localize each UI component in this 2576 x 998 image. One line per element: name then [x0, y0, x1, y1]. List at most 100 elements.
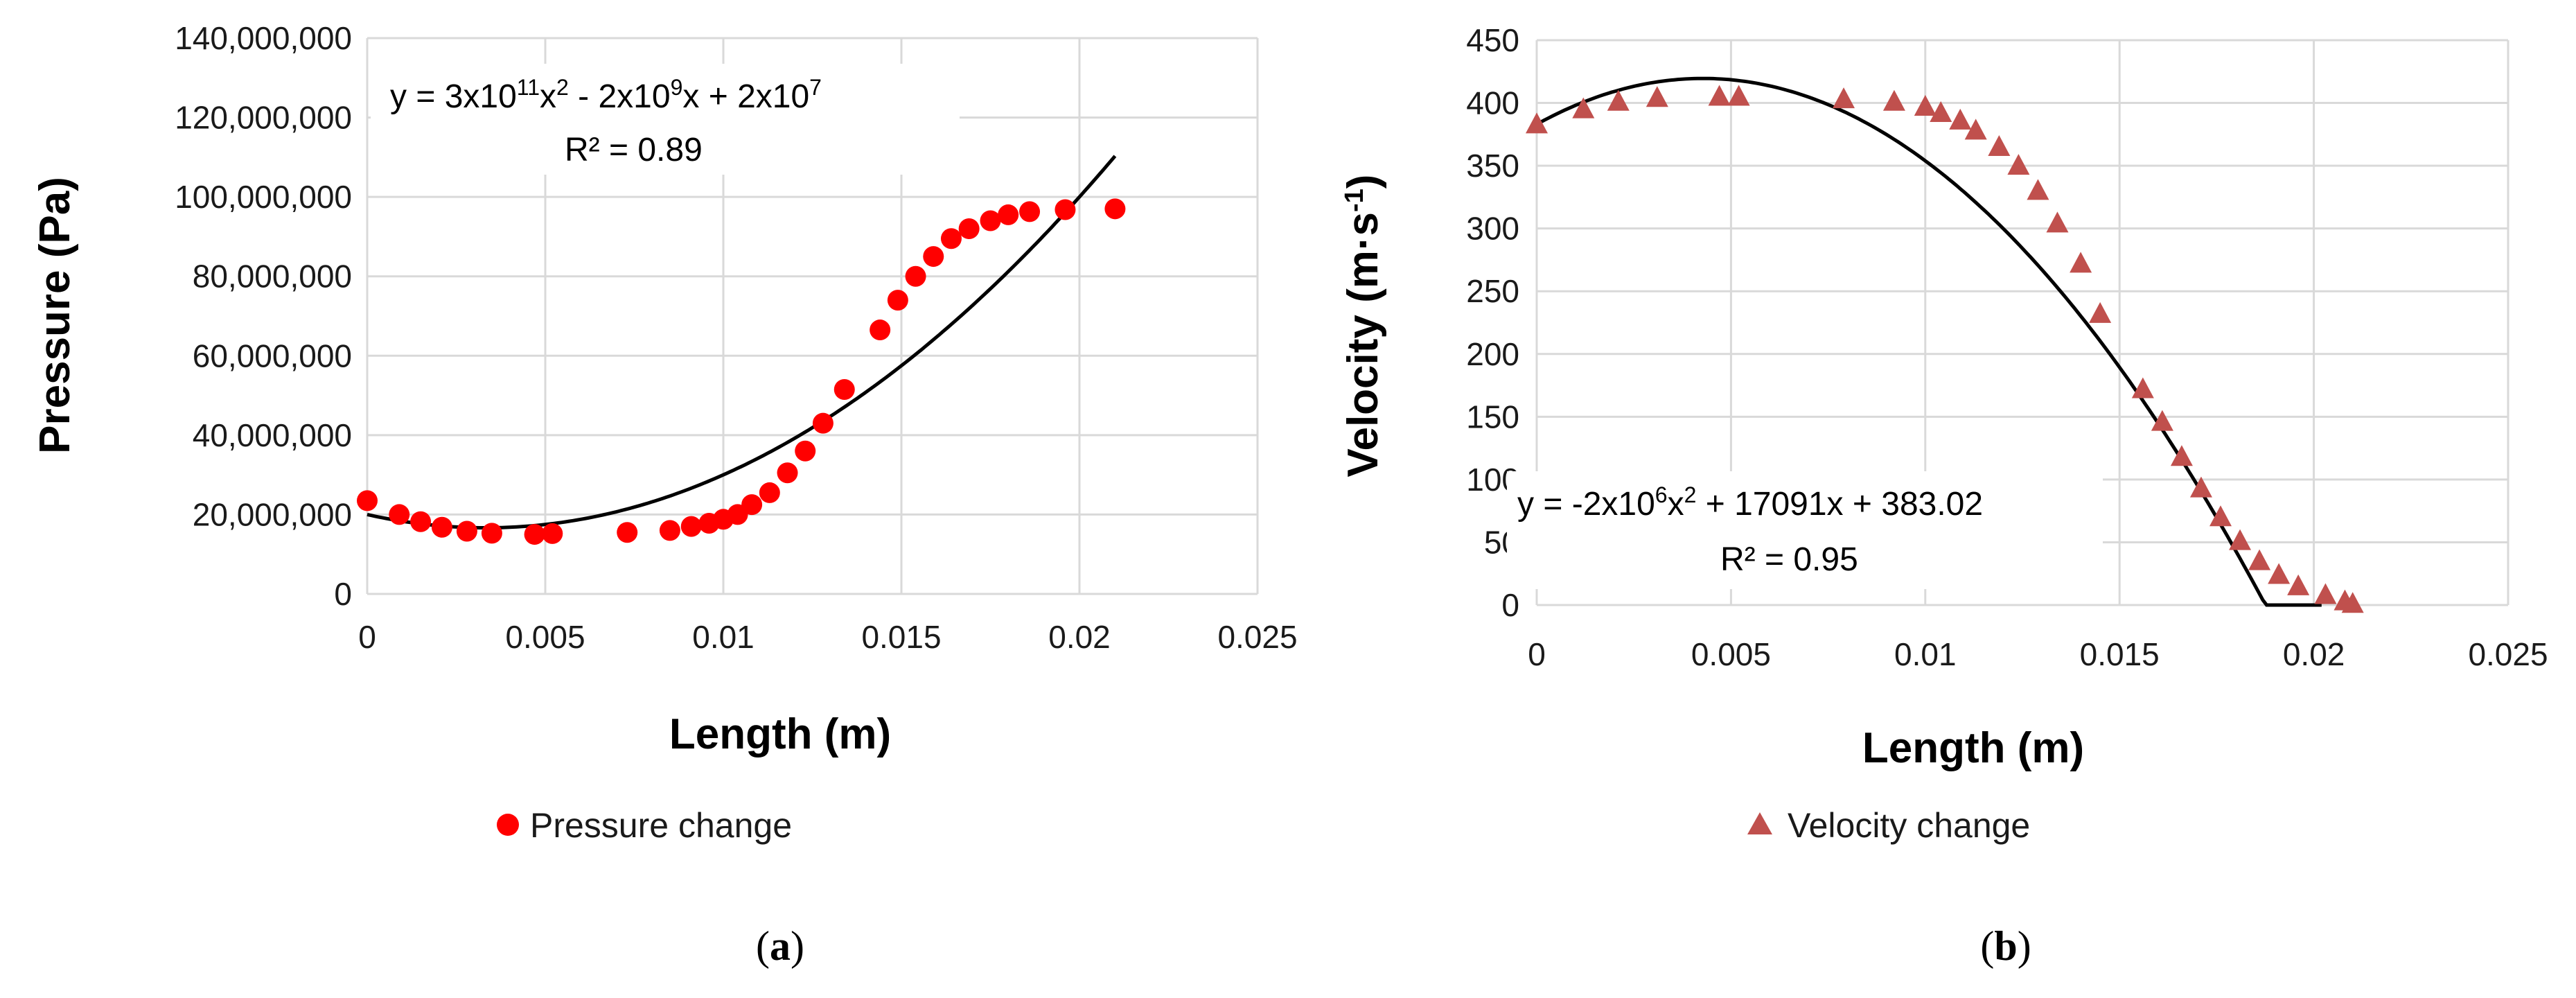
- chart-a-y-tick-label: 80,000,000: [193, 259, 352, 295]
- chart-a-y-tick-label: 120,000,000: [175, 100, 352, 136]
- chart-a-x-tick-label: 0.005: [505, 619, 585, 655]
- data-point: [2131, 377, 2154, 399]
- chart-a-r-squared: R² = 0.89: [565, 132, 703, 168]
- chart-b-equation-box: [1507, 471, 2103, 589]
- chart-a-y-tick-label: 60,000,000: [193, 338, 352, 374]
- chart-b-r-squared: R² = 0.95: [1720, 541, 1858, 578]
- chart-b-x-tick-labels: 0 0.005 0.01 0.015 0.02 0.025: [1528, 636, 2548, 672]
- chart-b-trend-equation: y = -2x106x2 + 17091x + 383.02: [1517, 482, 1983, 523]
- data-point: [812, 412, 833, 434]
- data-point: [1708, 85, 1731, 106]
- chart-a-y-axis-title: Pressure (Pa): [31, 177, 79, 454]
- chart-a-x-tick-labels: 0 0.005 0.01 0.015 0.02 0.025: [358, 619, 1297, 655]
- data-point: [389, 504, 410, 525]
- chart-a-y-tick-label: 40,000,000: [193, 417, 352, 453]
- chart-b-x-tick-label: 0.02: [2283, 636, 2345, 672]
- chart-a-equation-box: [371, 64, 960, 175]
- data-point: [1930, 101, 1952, 123]
- data-point: [2287, 574, 2310, 595]
- data-point: [617, 522, 638, 543]
- chart-a-y-tick-label: 0: [334, 576, 352, 612]
- data-point: [680, 516, 702, 537]
- data-point: [998, 204, 1019, 225]
- data-point: [777, 462, 798, 484]
- chart-a: 0 20,000,000 40,000,000 60,000,000 80,000,00…: [31, 20, 1298, 969]
- data-point: [870, 319, 891, 341]
- data-point: [542, 523, 563, 544]
- chart-a-x-tick-label: 0.025: [1217, 619, 1297, 655]
- data-point: [980, 210, 1001, 231]
- data-point: [905, 265, 926, 287]
- data-point: [357, 490, 378, 511]
- data-point: [1607, 89, 1630, 111]
- data-point: [1104, 198, 1126, 220]
- data-point: [410, 511, 432, 532]
- chart-a-x-tick-label: 0.015: [861, 619, 941, 655]
- chart-b-y-tick-label: 400: [1466, 85, 1519, 121]
- data-point: [2314, 583, 2337, 604]
- data-point: [923, 246, 944, 268]
- chart-a-x-tick-label: 0.01: [692, 619, 755, 655]
- data-point: [958, 218, 980, 239]
- data-point: [659, 520, 680, 541]
- data-point: [1988, 134, 2011, 156]
- data-point: [2268, 563, 2291, 584]
- data-point: [431, 516, 452, 538]
- data-point: [1646, 86, 1668, 107]
- chart-a-trend-equation: y = 3x1011x2 - 2x109x + 2x107: [390, 75, 822, 115]
- chart-b-y-tick-label: 300: [1466, 211, 1519, 247]
- data-point: [759, 482, 780, 503]
- chart-b-y-axis-title: Velocity (m·s-1): [1339, 175, 1387, 478]
- chart-b-x-tick-label: 0.025: [2468, 636, 2548, 672]
- data-point: [1055, 199, 1076, 220]
- data-point: [2089, 301, 2112, 323]
- chart-a-y-tick-labels: 0 20,000,000 40,000,000 60,000,000 80,000,00…: [175, 20, 352, 612]
- chart-a-legend-label: Pressure change: [530, 806, 792, 845]
- data-point: [2209, 505, 2232, 527]
- chart-b-y-tick-label: 250: [1466, 273, 1519, 309]
- data-point: [524, 524, 545, 545]
- chart-a-legend-marker: [497, 814, 519, 836]
- data-point: [1882, 89, 1905, 111]
- data-point: [2229, 529, 2252, 550]
- chart-b-legend-label: Velocity change: [1788, 806, 2030, 845]
- chart-b-trendline: [1535, 76, 2322, 607]
- data-point: [1949, 108, 1972, 130]
- data-point: [741, 494, 763, 516]
- chart-a-legend: Pressure change: [497, 806, 792, 845]
- chart-b-y-tick-label: 450: [1466, 22, 1519, 58]
- data-point: [456, 520, 477, 542]
- chart-b-y-tick-label: 350: [1466, 148, 1519, 184]
- data-point: [2046, 211, 2069, 233]
- chart-a-x-tick-label: 0: [358, 619, 376, 655]
- chart-a-y-tick-label: 20,000,000: [193, 496, 352, 532]
- data-point: [940, 228, 962, 250]
- data-point: [1526, 112, 1548, 134]
- data-point: [795, 440, 816, 462]
- data-point: [2151, 410, 2173, 431]
- data-point: [481, 523, 502, 544]
- chart-b-y-tick-label: 200: [1466, 336, 1519, 372]
- chart-b-caption: (b): [1980, 923, 2031, 969]
- chart-b-y-tick-label: 0: [1501, 587, 1519, 623]
- data-point: [2341, 592, 2364, 613]
- data-point: [2007, 154, 2030, 175]
- chart-b-legend-marker: [1747, 812, 1772, 834]
- chart-b-x-tick-label: 0.005: [1691, 636, 1771, 672]
- chart-b-x-tick-label: 0.01: [1894, 636, 1957, 672]
- chart-a-x-axis-title: Length (m): [669, 710, 891, 758]
- chart-b-data-points: [1526, 85, 2364, 613]
- chart-b-x-axis-title: Length (m): [1862, 724, 2084, 772]
- data-point: [2027, 179, 2049, 200]
- data-point: [833, 378, 855, 400]
- data-point: [1572, 97, 1595, 119]
- chart-b-legend: Velocity change: [1747, 806, 2030, 845]
- chart-b-x-tick-label: 0: [1528, 636, 1546, 672]
- data-point: [2189, 476, 2212, 498]
- data-point: [2248, 549, 2271, 570]
- chart-b-x-tick-label: 0.015: [2080, 636, 2160, 672]
- chart-a-y-tick-label: 140,000,000: [175, 20, 352, 56]
- data-point: [1964, 119, 1987, 140]
